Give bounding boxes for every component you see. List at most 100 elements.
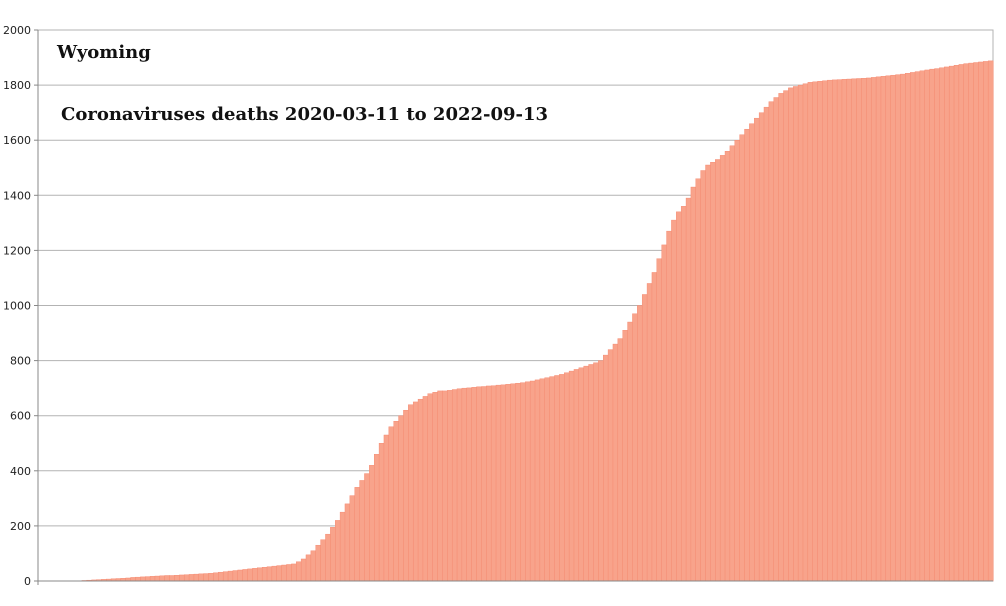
- bar: [276, 565, 283, 582]
- bar: [900, 73, 906, 582]
- bar: [437, 390, 443, 582]
- bar: [247, 568, 253, 582]
- bar: [495, 384, 502, 582]
- bar: [637, 305, 643, 582]
- bar: [895, 74, 901, 582]
- chart-subtitle: Coronaviruses deaths 2020-03-11 to 2022-…: [61, 104, 548, 125]
- bar: [695, 178, 702, 582]
- bar: [378, 443, 385, 582]
- bar: [525, 381, 531, 582]
- bar: [987, 60, 994, 582]
- bar: [408, 404, 414, 582]
- bar: [973, 62, 979, 582]
- bar: [934, 68, 940, 582]
- bar: [710, 162, 716, 582]
- bar: [237, 569, 244, 582]
- bar: [330, 527, 336, 582]
- bar: [296, 561, 302, 582]
- bar: [739, 134, 746, 582]
- bar: [398, 415, 404, 582]
- bar: [403, 409, 409, 582]
- bar: [520, 382, 526, 582]
- bar: [666, 230, 672, 582]
- bar: [744, 128, 750, 582]
- bar: [315, 544, 322, 582]
- bar: [793, 86, 799, 582]
- bar: [905, 73, 911, 582]
- bar: [568, 370, 575, 582]
- bar: [671, 219, 677, 582]
- bar: [607, 349, 614, 582]
- bar: [183, 574, 190, 582]
- bars: [76, 60, 994, 582]
- bar: [734, 139, 741, 582]
- bar: [958, 64, 965, 582]
- bar: [174, 575, 180, 582]
- y-tick-label: 1400: [3, 189, 31, 202]
- bar: [778, 93, 784, 582]
- bar: [719, 155, 726, 582]
- bar: [846, 78, 853, 582]
- bar: [144, 576, 151, 582]
- y-tick-label: 1000: [3, 300, 31, 313]
- bar: [505, 384, 512, 582]
- bar: [374, 454, 380, 582]
- bar: [875, 76, 882, 582]
- bar: [369, 465, 375, 582]
- y-tick-label: 600: [10, 410, 31, 423]
- bar: [953, 65, 960, 582]
- bar: [598, 360, 604, 582]
- bar: [944, 66, 950, 582]
- y-tick-label: 1200: [3, 244, 31, 257]
- bar: [432, 392, 439, 582]
- bar: [412, 401, 419, 582]
- bar: [617, 338, 624, 582]
- bar: [817, 81, 823, 582]
- bar: [603, 354, 609, 582]
- bar: [939, 67, 945, 582]
- bar: [676, 211, 682, 582]
- bar: [466, 387, 473, 582]
- bar: [456, 388, 463, 582]
- bar: [354, 487, 361, 582]
- bar: [261, 567, 268, 582]
- bar: [271, 565, 278, 582]
- bar: [646, 283, 653, 582]
- bar: [549, 376, 555, 582]
- bar: [924, 69, 931, 582]
- bar: [335, 520, 341, 582]
- y-tick-label: 800: [10, 355, 31, 368]
- bar: [919, 70, 926, 582]
- bar: [300, 558, 307, 582]
- bar: [593, 362, 599, 582]
- bar: [948, 65, 955, 582]
- bar: [500, 384, 507, 582]
- bar: [179, 574, 185, 582]
- bar: [388, 426, 395, 582]
- bar: [393, 421, 400, 582]
- bar: [963, 63, 970, 582]
- bar: [856, 78, 862, 582]
- bar: [564, 372, 570, 582]
- bar: [208, 573, 214, 582]
- bar: [749, 123, 755, 582]
- bar: [349, 495, 356, 582]
- bar: [929, 68, 936, 582]
- bar: [851, 78, 858, 582]
- bar: [159, 575, 166, 582]
- bar: [827, 79, 833, 582]
- bar: [534, 379, 541, 582]
- bar: [149, 576, 156, 582]
- bar: [754, 117, 760, 582]
- bar: [451, 389, 458, 582]
- bar: [880, 76, 887, 582]
- bar: [890, 74, 897, 582]
- bar: [661, 244, 668, 582]
- bar: [510, 383, 517, 582]
- bar: [612, 343, 619, 582]
- bar: [700, 170, 707, 582]
- bar: [627, 321, 633, 582]
- bar: [705, 164, 711, 582]
- bar: [870, 77, 877, 582]
- bar: [232, 570, 239, 582]
